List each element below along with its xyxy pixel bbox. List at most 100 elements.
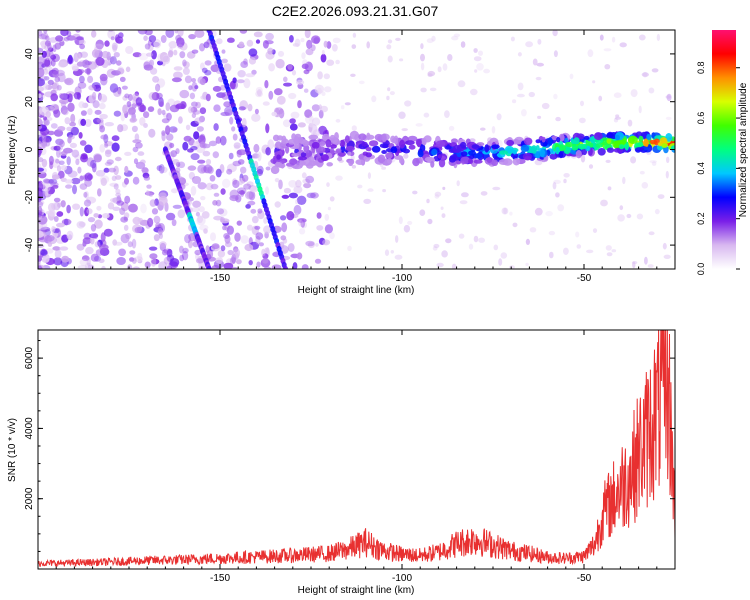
heatmap-blob [177, 44, 184, 49]
heatmap-blob [294, 141, 300, 149]
heatmap-blob [399, 157, 404, 164]
heatmap-blob [114, 156, 122, 162]
heatmap-blob [641, 72, 649, 77]
heatmap-blob [340, 145, 346, 153]
heatmap-blob [54, 249, 62, 259]
heatmap-blob [265, 147, 271, 156]
heatmap-blob [665, 170, 669, 179]
x-tick-label: -50 [577, 273, 592, 284]
heatmap-blob [238, 106, 246, 111]
heatmap-blob [124, 93, 130, 99]
heatmap-blob [208, 140, 218, 147]
heatmap-blob [50, 93, 58, 102]
heatmap-blob [541, 136, 546, 143]
heatmap-blob [78, 221, 86, 227]
heatmap-blob [159, 166, 168, 173]
heatmap-blob [240, 61, 249, 68]
heatmap-blob [141, 167, 149, 173]
heatmap-blob [50, 123, 58, 129]
heatmap-blob [319, 141, 326, 147]
heatmap-blob [124, 165, 129, 174]
heatmap-blob [265, 123, 270, 134]
heatmap-blob [220, 245, 226, 252]
heatmap-blob [275, 58, 285, 69]
x-tick-label: -100 [392, 273, 412, 284]
heatmap-blob [112, 206, 121, 211]
heatmap-blob [393, 135, 399, 145]
heatmap-blob [404, 100, 412, 107]
x-tick-label: -50 [577, 573, 592, 584]
heatmap-blob [500, 252, 508, 259]
heatmap-blob [548, 230, 556, 236]
heatmap-blob [54, 76, 61, 83]
heatmap-blob [225, 109, 234, 116]
heatmap-blob [199, 224, 209, 231]
heatmap-blob [38, 201, 44, 208]
heatmap-blob [199, 107, 207, 115]
heatmap-blob [576, 244, 582, 249]
heatmap-blob [117, 124, 124, 133]
heatmap-blob [563, 178, 567, 184]
heatmap-blob [434, 191, 442, 197]
heatmap-blob [80, 154, 89, 163]
heatmap-blob [201, 211, 210, 219]
heatmap-blob [300, 221, 308, 229]
heatmap-blob [496, 113, 502, 121]
heatmap-blob [210, 183, 219, 190]
heatmap-blob [473, 56, 482, 62]
heatmap-blob [76, 221, 86, 229]
colorbar-tick-label: 0.4 [696, 162, 706, 175]
heatmap-blob [264, 80, 269, 89]
heatmap-blob [165, 212, 176, 221]
heatmap-blob [182, 67, 190, 75]
heatmap-blob [663, 254, 671, 259]
heatmap-blob [301, 63, 309, 70]
heatmap-blob [606, 252, 613, 257]
heatmap-blob [83, 232, 92, 240]
heatmap-blob [38, 61, 45, 70]
heatmap-blob [296, 252, 303, 260]
heatmap-blob [318, 104, 322, 110]
heatmap-blob [66, 30, 72, 37]
heatmap-blob [75, 30, 81, 33]
heatmap-blob [165, 30, 175, 38]
heatmap-blob [149, 59, 155, 67]
heatmap-blob [92, 100, 100, 109]
heatmap-blob [194, 117, 203, 124]
heatmap-blob [191, 49, 199, 54]
heatmap-blob [534, 207, 543, 216]
heatmap-blob [104, 150, 112, 158]
heatmap-blob [68, 134, 75, 140]
heatmap-blob [209, 175, 216, 182]
heatmap-blob [368, 140, 379, 147]
heatmap-blob [329, 232, 335, 240]
heatmap-blob [53, 109, 61, 118]
heatmap-blob [139, 104, 147, 113]
heatmap-blob [473, 235, 479, 243]
heatmap-blob [169, 258, 180, 267]
heatmap-blob [236, 187, 247, 195]
heatmap-blob [94, 241, 101, 248]
heatmap-blob [232, 77, 237, 84]
heatmap-blob [286, 211, 295, 221]
heatmap-blob [190, 153, 200, 161]
heatmap-blob [79, 258, 88, 266]
heatmap-blob [206, 249, 214, 259]
heatmap-blob [43, 76, 50, 81]
heatmap-blob [563, 247, 569, 255]
heatmap-blob [517, 82, 524, 91]
heatmap-blob [38, 93, 42, 99]
heatmap-blob [148, 128, 156, 138]
heatmap-blob [113, 110, 122, 117]
heatmap-blob [431, 35, 436, 42]
snr-plot-area [38, 330, 675, 569]
heatmap-blob [619, 205, 624, 211]
heatmap-blob [196, 126, 204, 132]
heatmap-blob [99, 125, 105, 133]
heatmap-blob [174, 30, 179, 34]
heatmap-blob [618, 144, 625, 150]
heatmap-blob [457, 80, 466, 88]
y-tick-label: 2000 [24, 487, 35, 510]
y-tick-label: -20 [24, 190, 35, 205]
heatmap-blob [511, 99, 517, 104]
